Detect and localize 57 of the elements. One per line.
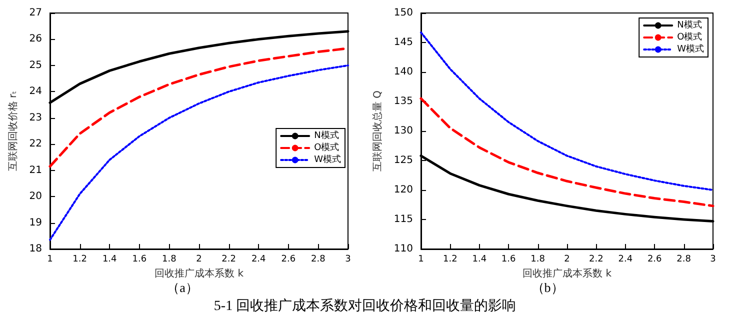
text: （b）: [531, 280, 564, 295]
x-tick-label: 2.4: [251, 254, 266, 264]
legend-label: N模式: [677, 20, 702, 30]
x-tick-label: 1.6: [132, 254, 147, 264]
legend-label: W模式: [677, 44, 704, 54]
y-tick-label: 145: [394, 37, 413, 48]
x-tick-label: 2.2: [222, 254, 236, 264]
text: 5-1 回收推广成本系数对回收价格和回收量的影响: [212, 297, 518, 316]
x-tick-label: 2: [196, 254, 202, 264]
legend-label: W模式: [314, 154, 342, 165]
x-tick-label: 2.8: [676, 254, 692, 264]
x-tick-label: 1: [418, 254, 424, 264]
y-tick-label: 115: [394, 214, 413, 225]
y-tick-label: 23: [29, 112, 42, 124]
y-tick-label: 150: [394, 8, 413, 18]
x-tick-label: 1.6: [501, 254, 516, 264]
y-tick-label: 27: [29, 8, 42, 18]
legend-label: N模式: [314, 130, 339, 141]
x-tick-label: 1.8: [162, 254, 177, 264]
x-tick-label: 3: [710, 254, 716, 264]
text: （a）: [166, 280, 198, 295]
x-axis-title: 回收推广成本系数 k: [154, 267, 244, 280]
line-series: [420, 97, 714, 208]
legend-label: O模式: [677, 32, 702, 42]
x-tick-label: 2.6: [647, 254, 662, 264]
legend-label: O模式: [314, 142, 340, 153]
y-tick-label: 130: [394, 126, 413, 136]
x-tick-label: 1.2: [443, 254, 458, 264]
x-tick-label: 2.8: [311, 254, 326, 264]
y-tick-label: 21: [29, 164, 42, 176]
y-tick-label: 26: [29, 34, 42, 45]
x-tick-label: 2: [564, 254, 570, 264]
x-tick-label: 2.6: [281, 254, 296, 264]
x-axis-title: 回收推广成本系数 k: [522, 267, 612, 280]
y-tick-label: 19: [29, 217, 42, 228]
y-tick-label: 20: [29, 191, 42, 202]
y-tick-label: 18: [29, 244, 42, 254]
y-tick-label: 125: [394, 155, 413, 166]
y-tick-label: 140: [394, 66, 413, 78]
y-tick-label: 22: [29, 138, 42, 150]
x-tick-label: 2.4: [618, 254, 633, 264]
x-tick-label: 1.4: [102, 254, 118, 264]
y-tick-label: 135: [394, 96, 413, 107]
y-axis-title: 互联网回收总量 Q: [372, 90, 384, 172]
x-tick-label: 1.4: [472, 254, 487, 264]
x-tick-label: 2.2: [589, 254, 604, 264]
x-tick-label: 1: [47, 254, 53, 264]
y-tick-label: 25: [29, 60, 42, 71]
x-tick-label: 1.2: [72, 254, 87, 264]
y-tick-label: 120: [394, 184, 413, 196]
x-tick-label: 1.8: [530, 254, 546, 264]
line-series: [49, 64, 349, 241]
y-axis-title: 互联网回收价格 rₜ: [6, 90, 19, 172]
y-tick-label: 110: [394, 244, 413, 254]
line-series: [420, 31, 714, 191]
y-tick-label: 24: [29, 86, 42, 98]
x-tick-label: 3: [345, 254, 351, 264]
